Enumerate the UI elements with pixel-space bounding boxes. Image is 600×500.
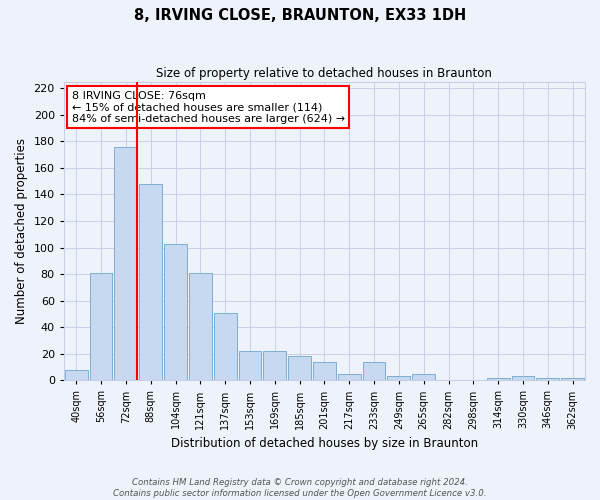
Bar [412, 374, 435, 380]
Bar [313, 362, 336, 380]
Bar [164, 244, 187, 380]
Y-axis label: Number of detached properties: Number of detached properties [15, 138, 28, 324]
Bar [288, 356, 311, 380]
Bar [388, 376, 410, 380]
Bar [65, 370, 88, 380]
Bar [89, 273, 112, 380]
Bar [189, 273, 212, 380]
Bar [362, 362, 385, 380]
Bar [139, 184, 162, 380]
Text: 8 IRVING CLOSE: 76sqm
← 15% of detached houses are smaller (114)
84% of semi-det: 8 IRVING CLOSE: 76sqm ← 15% of detached … [71, 90, 345, 124]
Bar [115, 146, 137, 380]
Bar [239, 351, 262, 380]
X-axis label: Distribution of detached houses by size in Braunton: Distribution of detached houses by size … [171, 437, 478, 450]
Text: 8, IRVING CLOSE, BRAUNTON, EX33 1DH: 8, IRVING CLOSE, BRAUNTON, EX33 1DH [134, 8, 466, 22]
Bar [214, 312, 236, 380]
Text: Contains HM Land Registry data © Crown copyright and database right 2024.
Contai: Contains HM Land Registry data © Crown c… [113, 478, 487, 498]
Bar [561, 378, 584, 380]
Bar [536, 378, 559, 380]
Bar [263, 351, 286, 380]
Title: Size of property relative to detached houses in Braunton: Size of property relative to detached ho… [157, 68, 493, 80]
Bar [338, 374, 361, 380]
Bar [487, 378, 509, 380]
Bar [512, 376, 535, 380]
